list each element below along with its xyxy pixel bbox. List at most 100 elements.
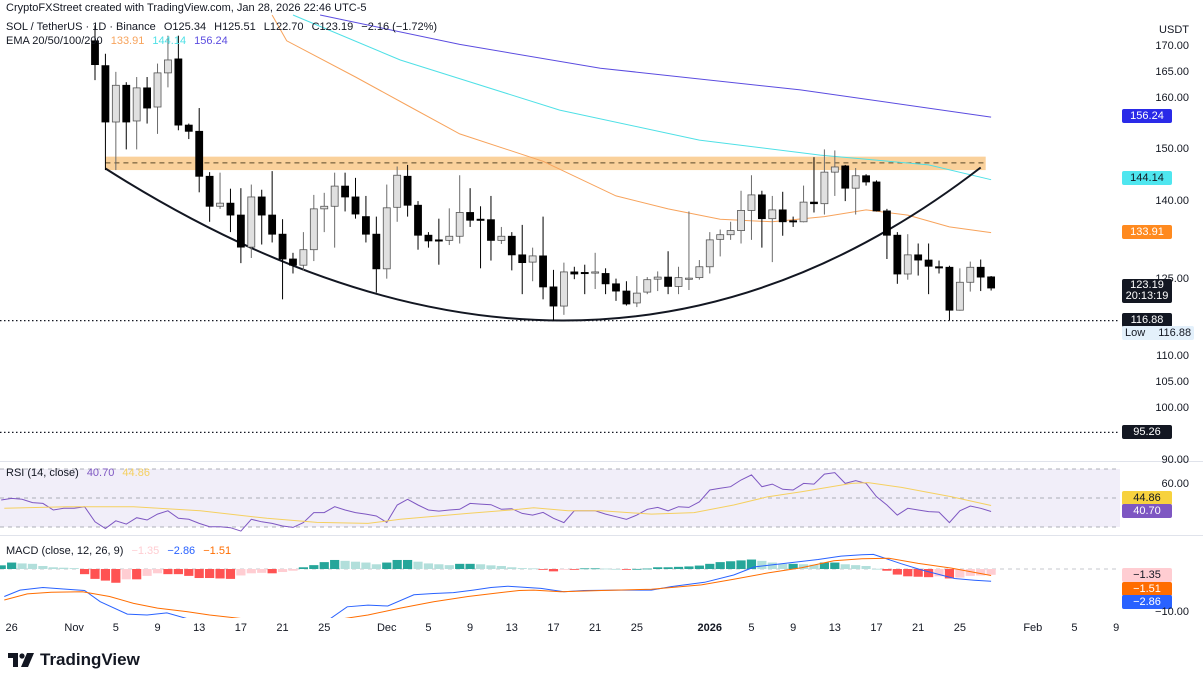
macd-histogram-bar xyxy=(965,569,975,576)
candle xyxy=(330,172,339,248)
macd-histogram-bar xyxy=(111,569,121,583)
macd-histogram-bar xyxy=(455,563,465,569)
rsi-ma-line xyxy=(4,482,992,524)
candle-body xyxy=(466,212,475,221)
candle xyxy=(664,251,672,295)
rsi-title[interactable]: RSI (14, close) xyxy=(6,467,79,479)
candle xyxy=(768,195,777,263)
candle-body xyxy=(737,210,745,231)
macd-line xyxy=(4,553,992,618)
macd-title[interactable]: MACD (close, 12, 26, 9) xyxy=(6,545,124,557)
macd-histogram-bar xyxy=(934,569,944,577)
candle-body xyxy=(153,72,162,108)
rsi-axis-label: 60.00 xyxy=(1161,478,1189,490)
candle-body xyxy=(747,194,756,211)
candle xyxy=(351,177,360,219)
macd-histogram-bar xyxy=(434,564,444,569)
macd-line-value: −2.86 xyxy=(167,545,196,557)
candle xyxy=(737,190,745,244)
attribution-text: CryptoFXStreet created with TradingView.… xyxy=(6,2,367,14)
date-axis-label: 25 xyxy=(953,622,966,634)
date-axis-label: 5 xyxy=(748,622,755,634)
candle-body xyxy=(132,87,141,122)
candle xyxy=(935,260,943,274)
candle-body xyxy=(289,258,297,266)
ema20-price-tag: 133.91 xyxy=(1122,225,1172,239)
date-axis-label: 17 xyxy=(870,622,883,634)
macd-histogram-bar xyxy=(48,567,58,569)
macd-histogram-bar xyxy=(288,569,298,571)
macd-histogram-bar xyxy=(403,559,413,569)
candle-body xyxy=(174,58,183,126)
price-pane[interactable] xyxy=(0,14,1120,434)
macd-histogram-bar xyxy=(257,569,267,573)
candle-body xyxy=(382,207,391,270)
macd-histogram-bar xyxy=(17,563,27,569)
candle-body xyxy=(424,234,433,242)
macd-legend[interactable]: MACD (close, 12, 26, 9) −1.35 −2.86 −1.5… xyxy=(6,545,236,557)
candle xyxy=(966,261,975,292)
candle xyxy=(820,149,829,215)
date-axis-label: 25 xyxy=(630,622,643,634)
candle-body xyxy=(955,281,964,311)
date-axis-label: 5 xyxy=(425,622,432,634)
macd-signal-line xyxy=(4,557,992,618)
price-axis-label: 90.00 xyxy=(1161,453,1189,466)
candle xyxy=(341,172,349,212)
candle-body xyxy=(883,210,891,236)
macd-histogram-bar xyxy=(580,568,590,570)
candle xyxy=(632,276,641,308)
rsi-legend[interactable]: RSI (14, close) 40.70 44.86 xyxy=(6,467,155,479)
rsi-pane[interactable] xyxy=(0,468,1120,532)
macd-histogram-bar xyxy=(746,559,757,569)
candle-body xyxy=(768,209,777,220)
ema-label[interactable]: EMA 20/50/100/200 xyxy=(6,35,103,47)
date-axis-label: 21 xyxy=(589,622,602,634)
ema50-line xyxy=(292,14,992,181)
candle xyxy=(445,208,454,246)
candle-body xyxy=(247,196,256,248)
candle xyxy=(622,281,631,306)
macd-histogram-bar xyxy=(871,568,882,570)
date-axis-label: 13 xyxy=(505,622,518,634)
macd-histogram-bar xyxy=(382,562,392,569)
macd-histogram-bar xyxy=(277,569,288,573)
macd-histogram-bar xyxy=(611,568,621,570)
candle xyxy=(434,218,443,265)
candle xyxy=(236,188,245,264)
macd-histogram-bar xyxy=(173,569,183,575)
rsi-value: 40.70 xyxy=(86,467,115,479)
ema100-value: 156.24 xyxy=(194,35,228,47)
candle-body xyxy=(612,283,620,292)
candle-body xyxy=(278,233,287,260)
candle-body xyxy=(216,202,224,207)
date-axis-label: 26 xyxy=(5,622,18,634)
candle-body xyxy=(372,233,381,270)
ema-legend[interactable]: EMA 20/50/100/200 133.91 144.14 156.24 xyxy=(6,35,233,47)
rsi-line xyxy=(1,472,992,532)
macd-histogram-bar xyxy=(767,562,777,569)
candle-body xyxy=(591,271,600,274)
candle xyxy=(924,243,933,295)
tradingview-logo[interactable]: TradingView xyxy=(8,650,140,670)
macd-histogram-bar xyxy=(788,563,798,569)
low-marker-tag: Low 116.88 xyxy=(1122,326,1195,340)
candle xyxy=(955,268,964,311)
macd-histogram-bar xyxy=(225,569,236,579)
candle-body xyxy=(966,266,975,283)
candle xyxy=(278,219,287,300)
tradingview-logo-icon xyxy=(8,653,34,667)
candle-body xyxy=(705,239,714,268)
symbol-legend[interactable]: SOL / TetherUS · 1D · Binance O125.34 H1… xyxy=(6,21,442,33)
candle-body xyxy=(632,292,641,304)
macd-histogram-bar xyxy=(851,565,861,569)
candle xyxy=(268,171,277,243)
macd-histogram-bar xyxy=(90,569,100,579)
symbol-name[interactable]: SOL / TetherUS · 1D · Binance xyxy=(6,21,156,33)
candle xyxy=(653,271,662,292)
macd-pane[interactable] xyxy=(0,553,1120,627)
price-axis-label: 110.00 xyxy=(1156,350,1189,363)
date-axis-label: 2026 xyxy=(697,622,723,634)
candle-body xyxy=(507,235,516,256)
